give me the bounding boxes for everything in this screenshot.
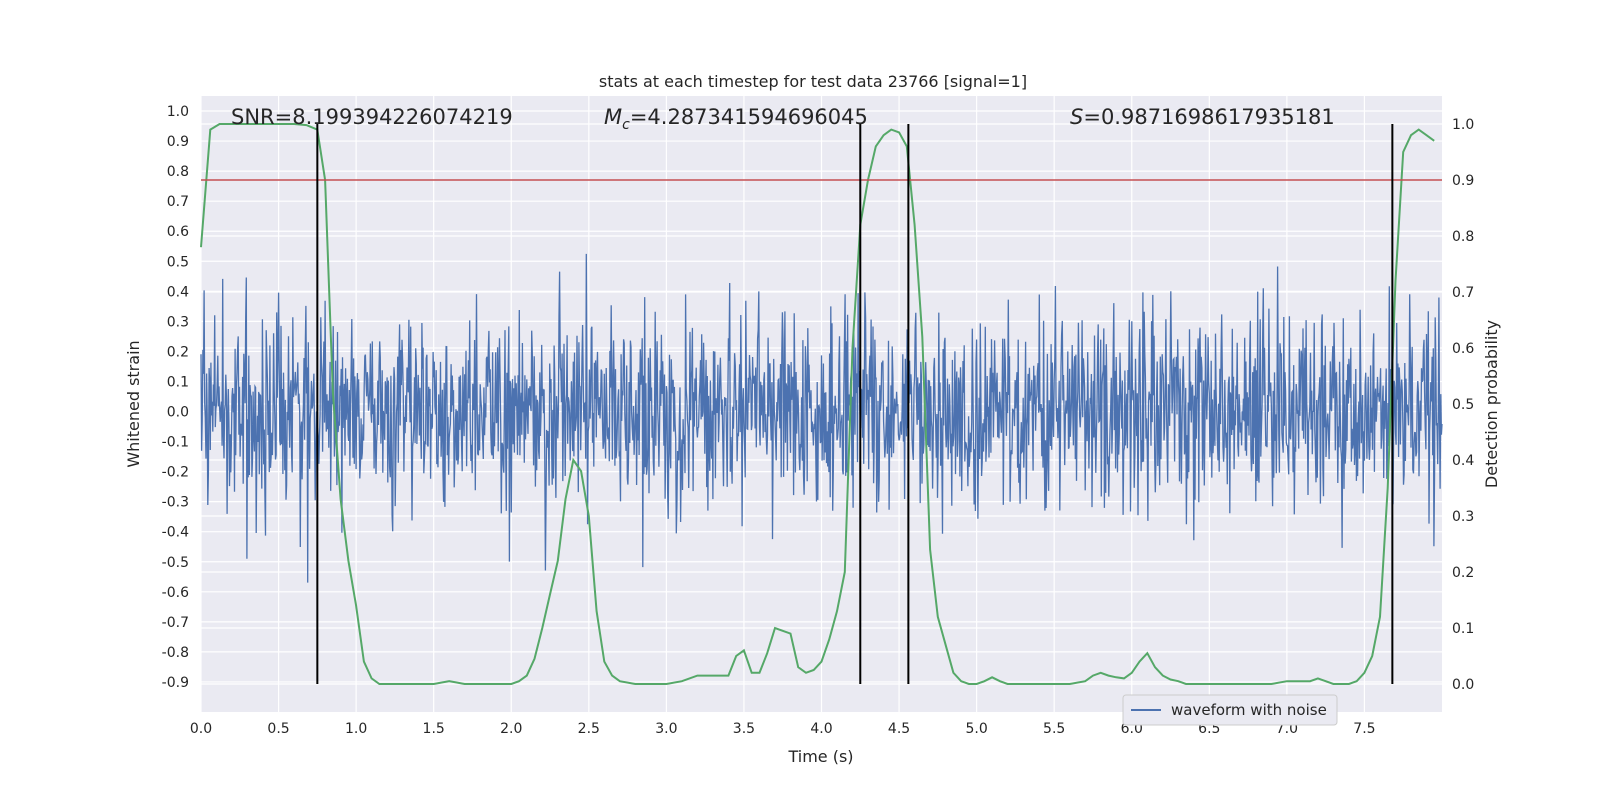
x-tick-label: 4.0	[810, 721, 832, 737]
y2-tick-label: 0.2	[1452, 565, 1474, 581]
y-tick-label: 1.0	[167, 104, 189, 120]
y-tick-label: 0.3	[167, 314, 189, 330]
event-vertical-lines	[316, 124, 1394, 684]
x-axis-label: Time (s)	[787, 747, 853, 766]
x-tick-label: 3.5	[733, 721, 755, 737]
y-tick-label: 0.8	[167, 164, 189, 180]
y2-tick-label: 0.8	[1452, 229, 1474, 245]
waveform-with-noise-series	[200, 253, 1443, 583]
y2-tick-labels: 1.0 0.9 0.8 0.7 0.6 0.5 0.4 0.3 0.2 0.1 0.0	[1452, 117, 1474, 693]
y-tick-label: -0.3	[162, 495, 189, 511]
y-tick-label: 0.6	[167, 224, 189, 240]
snr-annotation: SNR=8.199394226074219	[231, 105, 513, 129]
x-tick-label: 0.0	[190, 721, 212, 737]
x-tick-label: 3.0	[655, 721, 677, 737]
y2-tick-label: 0.5	[1452, 397, 1474, 413]
x-tick-label: 4.5	[888, 721, 910, 737]
s-value: =0.9871698617935181	[1083, 105, 1334, 129]
mc-symbol: M	[604, 105, 622, 129]
chirp-mass-annotation: Mc=4.287341594696045	[604, 105, 868, 133]
x-tick-label: 1.5	[423, 721, 445, 737]
y-tick-label: -0.6	[162, 585, 189, 601]
y-axis-label: Whitened strain	[124, 340, 143, 467]
legend: waveform with noise	[1122, 694, 1338, 726]
x-tick-label: 2.0	[500, 721, 522, 737]
y-tick-label: 0.2	[167, 344, 189, 360]
y-tick-label: 0.5	[167, 254, 189, 270]
y2-tick-label: 0.9	[1452, 173, 1474, 189]
y-tick-label: -0.5	[162, 555, 189, 571]
y-tick-label: -0.9	[162, 675, 189, 691]
mc-subscript: c	[622, 117, 630, 133]
y2-tick-label: 1.0	[1452, 117, 1474, 133]
detection-probability-line	[200, 123, 1435, 685]
x-tick-label: 5.5	[1043, 721, 1065, 737]
y2-tick-label: 0.6	[1452, 341, 1474, 357]
y-tick-label: -0.8	[162, 645, 189, 661]
x-tick-label: 0.5	[267, 721, 289, 737]
s-symbol: S	[1070, 105, 1083, 129]
y-tick-label: 0.4	[167, 284, 189, 300]
y-tick-label: 0.1	[167, 374, 189, 390]
legend-label: waveform with noise	[1171, 701, 1327, 719]
y2-tick-label: 0.0	[1452, 677, 1474, 693]
y2-axis-label: Detection probability	[1482, 320, 1501, 488]
y-tick-label: 0.7	[167, 194, 189, 210]
x-tick-label: 7.5	[1353, 721, 1375, 737]
y2-tick-label: 0.7	[1452, 285, 1474, 301]
significance-annotation: S=0.9871698617935181	[1070, 105, 1335, 129]
x-tick-label: 1.0	[345, 721, 367, 737]
y2-tick-label: 0.1	[1452, 621, 1474, 637]
y-gridlines	[201, 110, 1442, 683]
y-tick-label: -0.4	[162, 525, 189, 541]
y-tick-label: -0.1	[162, 435, 189, 451]
y-tick-label: -0.2	[162, 465, 189, 481]
legend-box	[1122, 694, 1338, 726]
y-tick-labels: 1.0 0.9 0.8 0.7 0.6 0.5 0.4 0.3 0.2 0.1 0.0 -0.1 -0.…	[162, 104, 189, 691]
y2-tick-label: 0.4	[1452, 453, 1474, 469]
y-tick-label: 0.9	[167, 134, 189, 150]
mc-value: =4.287341594696045	[630, 105, 868, 129]
x-tick-label: 2.5	[578, 721, 600, 737]
y-tick-label: 0.0	[167, 405, 189, 421]
y2-tick-label: 0.3	[1452, 509, 1474, 525]
x-tick-label: 5.0	[965, 721, 987, 737]
y-tick-label: -0.7	[162, 615, 189, 631]
chart-title: stats at each timestep for test data 237…	[599, 72, 1027, 91]
